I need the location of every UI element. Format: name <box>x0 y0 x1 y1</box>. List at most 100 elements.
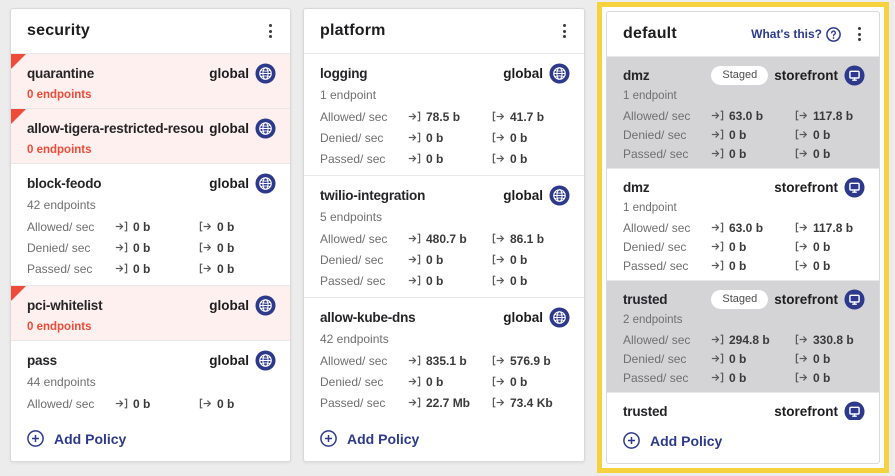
policy-scope: global <box>503 310 543 325</box>
policy-card-header: dmz Staged storefront <box>623 65 865 86</box>
inbound-icon <box>408 397 421 408</box>
policy-card[interactable]: dmz storefront 1 endpoint Allowed/ sec 63.0 … <box>607 168 879 280</box>
stat-outbound: 0 b <box>492 131 527 145</box>
stat-inbound: 22.7 Mb <box>408 396 492 410</box>
policy-card[interactable]: quarantine global 0 endpoints <box>11 53 290 108</box>
stat-inbound: 0 b <box>115 262 199 276</box>
stat-inbound-value: 0 b <box>133 261 151 276</box>
stat-outbound: 0 b <box>795 371 830 385</box>
outbound-icon <box>492 275 505 286</box>
stat-outbound-value: 0 b <box>813 370 831 385</box>
kebab-menu-icon[interactable] <box>262 21 278 41</box>
stat-outbound-value: 0 b <box>217 219 235 234</box>
policy-tier-panel: platform logging global 1 endpoint Allowed/ … <box>303 8 585 462</box>
outbound-icon <box>795 353 808 364</box>
stat-inbound-value: 0 b <box>426 151 444 166</box>
policy-card-header: pci-whitelist global <box>27 295 276 316</box>
stat-inbound-value: 0 b <box>729 239 747 254</box>
policy-name: trusted <box>623 403 668 419</box>
whats-this-link[interactable]: What's this? <box>751 26 841 42</box>
stat-label: Allowed/ sec <box>27 219 95 234</box>
stat-label: Denied/ sec <box>320 252 384 267</box>
policy-card[interactable]: trusted storefront <box>607 392 879 420</box>
stat-outbound-value: 0 b <box>510 151 528 166</box>
kebab-menu-icon[interactable] <box>851 24 867 44</box>
stat-label: Passed/ sec <box>320 151 386 166</box>
policy-card[interactable]: allow-tigera-restricted-resources global 0… <box>11 108 290 163</box>
stat-inbound: 835.1 b <box>408 354 492 368</box>
add-policy-button[interactable]: Add Policy <box>11 418 290 461</box>
add-policy-button[interactable]: Add Policy <box>304 418 584 461</box>
stat-outbound: 0 b <box>795 352 830 366</box>
add-policy-button[interactable]: Add Policy <box>607 420 879 463</box>
outbound-icon <box>199 242 212 253</box>
stat-inbound-value: 0 b <box>133 396 151 411</box>
policy-card[interactable]: twilio-integration global 5 endpoints Allow… <box>304 175 584 297</box>
stat-inbound: 0 b <box>115 397 199 411</box>
policy-card[interactable]: pass global 44 endpoints Allowed/ sec 0 b 0 b… <box>11 340 290 418</box>
stat-outbound-value: 0 b <box>510 130 528 145</box>
policy-name: pass <box>27 353 57 368</box>
outbound-icon <box>795 260 808 271</box>
stat-outbound: 117.8 b <box>795 109 853 123</box>
inbound-icon <box>711 260 724 271</box>
tier-cards: logging global 1 endpoint Allowed/ sec 78.5 … <box>304 53 584 418</box>
endpoints-count: 5 endpoints <box>320 210 383 224</box>
stat-inbound: 0 b <box>711 128 795 142</box>
stat-row: Denied/ sec 0 b 0 b <box>623 349 865 368</box>
outbound-icon <box>492 111 505 122</box>
stat-outbound: 86.1 b <box>492 232 544 246</box>
stat-label: Passed/ sec <box>623 258 689 273</box>
stat-row: Denied/ sec 0 b 0 b <box>320 371 570 392</box>
stat-label: Passed/ sec <box>27 261 93 276</box>
endpoints-count: 0 endpoints <box>27 89 92 101</box>
policy-card[interactable]: logging global 1 endpoint Allowed/ sec 78.5 … <box>304 53 584 175</box>
stat-inbound: 63.0 b <box>711 109 795 123</box>
inbound-icon <box>711 129 724 140</box>
policy-name: dmz <box>623 179 650 195</box>
stat-outbound: 0 b <box>492 152 527 166</box>
inbound-icon <box>711 353 724 364</box>
stat-label: Allowed/ sec <box>320 109 388 124</box>
plus-circle-icon <box>320 430 337 447</box>
outbound-icon <box>492 233 505 244</box>
globe-icon <box>255 295 276 316</box>
tier-cards: dmz Staged storefront 1 endpoint Allowed/ se… <box>607 56 879 420</box>
highlighted-tier-frame: default What's this? dmz Staged storefront 1 … <box>597 2 889 473</box>
stat-inbound-value: 0 b <box>426 130 444 145</box>
stat-row: Passed/ sec 22.7 Mb 73.4 Kb <box>320 392 570 413</box>
stat-label: Allowed/ sec <box>320 231 388 246</box>
kebab-menu-icon[interactable] <box>556 21 572 41</box>
endpoints-count: 44 endpoints <box>27 375 96 389</box>
stat-outbound: 0 b <box>199 418 234 419</box>
policy-card[interactable]: dmz Staged storefront 1 endpoint Allowed/ se… <box>607 56 879 168</box>
stat-row: Denied/ sec 0 b 0 b <box>320 249 570 270</box>
policy-card-header: logging global <box>320 63 570 84</box>
stat-label: Passed/ sec <box>320 395 386 410</box>
policy-card-header: block-feodo global <box>27 173 276 194</box>
stat-label: Denied/ sec <box>623 239 687 254</box>
policy-card[interactable]: block-feodo global 42 endpoints Allowed/ se… <box>11 163 290 285</box>
stat-inbound-value: 0 b <box>133 219 151 234</box>
stat-inbound-value: 835.1 b <box>426 353 467 368</box>
stat-outbound-value: 0 b <box>813 258 831 273</box>
stat-label: Denied/ sec <box>623 127 687 142</box>
policy-name: twilio-integration <box>320 188 426 203</box>
inbound-icon <box>711 372 724 383</box>
policy-name: dmz <box>623 67 650 83</box>
inbound-icon <box>115 242 128 253</box>
policy-scope: storefront <box>774 67 838 83</box>
policy-card[interactable]: pci-whitelist global 0 endpoints <box>11 285 290 340</box>
policy-card[interactable]: trusted Staged storefront 2 endpoints Allowe… <box>607 280 879 392</box>
stat-inbound-value: 0 b <box>426 374 444 389</box>
stat-inbound-value: 0 b <box>729 370 747 385</box>
stat-label: Allowed/ sec <box>27 396 95 411</box>
policy-name: allow-tigera-restricted-resources <box>27 121 204 136</box>
stat-outbound-value: 0 b <box>813 127 831 142</box>
inbound-icon <box>408 132 421 143</box>
stat-inbound: 0 b <box>408 274 492 288</box>
policy-card[interactable]: allow-kube-dns global 42 endpoints Allowed/… <box>304 297 584 418</box>
stat-inbound-value: 22.7 Mb <box>426 395 471 410</box>
